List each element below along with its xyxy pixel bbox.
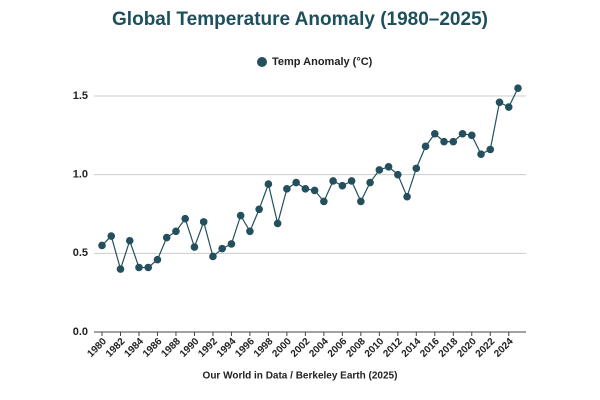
- data-point: [320, 197, 328, 206]
- x-tick-label: 1996: [233, 336, 257, 360]
- data-point: [98, 241, 106, 250]
- x-tick-label: 2020: [455, 336, 479, 360]
- data-point: [227, 240, 236, 248]
- data-point: [403, 192, 411, 201]
- x-tick-label: 2016: [418, 336, 442, 360]
- data-point: [199, 218, 208, 226]
- data-point: [329, 177, 337, 185]
- x-tick-label: 2024: [492, 336, 516, 360]
- x-tick-label: 1998: [252, 336, 276, 360]
- legend-marker: [257, 57, 267, 67]
- data-point: [301, 185, 310, 193]
- data-point: [273, 219, 282, 228]
- data-point: [246, 227, 254, 236]
- source-note: Our World in Data / Berkeley Earth (2025…: [203, 371, 398, 382]
- data-point: [384, 163, 393, 171]
- data-point: [347, 177, 356, 185]
- x-tick-label: 2010: [363, 336, 387, 360]
- x-tick-label: 1994: [215, 336, 239, 360]
- y-tick-label: 0.0: [73, 326, 88, 338]
- data-point: [172, 227, 180, 236]
- data-point: [514, 84, 522, 92]
- data-point: [458, 129, 467, 138]
- x-tick-label: 2022: [474, 336, 498, 360]
- data-point: [477, 150, 485, 159]
- legend-label: Temp Anomaly (°C): [272, 56, 373, 68]
- data-point: [125, 236, 134, 245]
- x-tick-label: 2008: [344, 336, 368, 360]
- data-point: [412, 164, 421, 173]
- data-point: [116, 265, 125, 273]
- y-tick-label: 1.0: [73, 169, 88, 181]
- x-tick-label: 1986: [141, 336, 165, 360]
- x-tick-label: 1992: [196, 336, 220, 360]
- data-point: [209, 252, 217, 261]
- data-point: [375, 166, 384, 174]
- y-tick-label: 0.5: [73, 247, 88, 259]
- x-tick-label: 1988: [159, 336, 183, 360]
- data-point: [338, 181, 347, 190]
- data-point: [144, 263, 153, 272]
- data-point: [357, 197, 365, 206]
- x-tick-label: 2000: [270, 336, 294, 360]
- data-point: [190, 243, 199, 251]
- data-point: [218, 244, 226, 253]
- data-point: [449, 137, 458, 146]
- data-point: [283, 185, 291, 193]
- data-point: [162, 233, 171, 242]
- x-tick-label: 1982: [104, 336, 128, 360]
- y-tick-label: 1.5: [73, 90, 88, 102]
- data-point: [440, 137, 448, 146]
- x-tick-label: 1990: [178, 336, 202, 360]
- x-tick-label: 1984: [122, 336, 146, 360]
- x-tick-label: 2018: [437, 336, 461, 360]
- data-point: [431, 129, 439, 138]
- x-tick-label: 2004: [307, 336, 331, 360]
- data-point: [467, 131, 476, 140]
- x-tick-label: 2006: [326, 336, 350, 360]
- data-point: [181, 214, 189, 223]
- x-tick-label: 2014: [400, 336, 424, 360]
- data-point: [135, 263, 143, 272]
- data-point: [421, 142, 430, 151]
- data-point: [504, 103, 513, 111]
- chart-title: Global Temperature Anomaly (1980–2025): [112, 9, 488, 30]
- data-point: [153, 255, 162, 264]
- data-point: [236, 211, 245, 220]
- data-point: [107, 232, 116, 240]
- data-point: [292, 178, 300, 187]
- x-tick-label: 2012: [381, 336, 405, 360]
- data-point: [394, 170, 402, 179]
- data-point: [255, 205, 263, 214]
- data-point: [264, 180, 273, 188]
- data-point: [486, 145, 495, 154]
- x-tick-label: 1980: [85, 336, 109, 360]
- x-tick-label: 2002: [289, 336, 313, 360]
- data-point: [495, 98, 504, 107]
- series-line: [101, 87, 519, 272]
- data-point: [366, 178, 374, 187]
- data-point: [310, 186, 319, 195]
